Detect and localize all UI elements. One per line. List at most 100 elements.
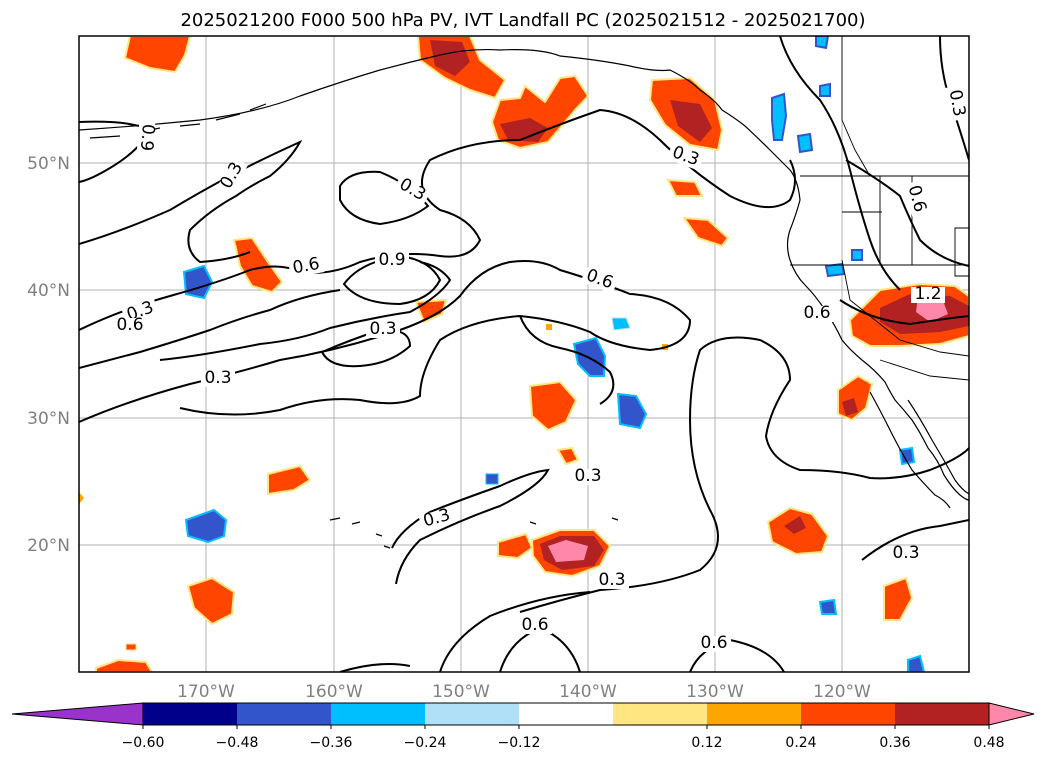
colorbar: −0.60 −0.48 −0.36 −0.24 −0.12 0.12 0.24 0.36 0.4… xyxy=(11,702,1035,751)
map-frame xyxy=(78,35,970,673)
colorbar-swatch xyxy=(613,703,708,725)
contour-label-background xyxy=(113,318,147,334)
pv-contour xyxy=(159,261,452,361)
colorbar-swatch xyxy=(707,703,802,725)
contour-label: 0.6 xyxy=(116,315,143,335)
colorbar-swatch xyxy=(425,703,520,725)
ivt-positive-patch xyxy=(883,576,914,621)
contour-label-group: 0.3 xyxy=(366,319,400,339)
contour-label: 0.6 xyxy=(291,254,321,278)
contour-label-group: 0.3 xyxy=(889,543,923,563)
border-bc-alberta xyxy=(841,119,871,177)
pv-contour xyxy=(342,254,442,306)
pv-contour xyxy=(339,663,411,672)
ivt-positive-core xyxy=(784,516,806,534)
ivt-positive-patch xyxy=(267,464,312,496)
contour-label-background xyxy=(666,143,705,171)
colorbar-tick-label: −0.12 xyxy=(498,735,541,751)
ivt-negative-patch xyxy=(611,317,631,331)
contour-label-group: 0.3 xyxy=(945,85,969,122)
colorbar-swatch xyxy=(895,703,990,725)
pv-contour xyxy=(391,468,550,585)
contour-label-group: 1.2 xyxy=(911,284,945,304)
colorbar-tick-label: 0.12 xyxy=(691,735,722,751)
colorbar-swatch xyxy=(237,703,332,725)
contour-label-background xyxy=(903,180,928,218)
coastline-gulf xyxy=(907,399,969,495)
lon-label-140w: 140°W xyxy=(559,682,617,702)
ivt-positive-patch xyxy=(232,236,284,294)
contour-label-background xyxy=(366,322,400,338)
colorbar-swatch xyxy=(519,703,614,725)
ivt-negative-patch xyxy=(485,473,499,485)
contour-label-background xyxy=(571,469,605,485)
contour-label: 0.3 xyxy=(204,368,231,388)
contour-label-background xyxy=(136,119,156,155)
ivt-positive-core xyxy=(670,100,712,142)
contour-label: 0.9 xyxy=(378,250,405,270)
pv-contour xyxy=(339,170,430,226)
contour-label-background xyxy=(911,287,945,303)
contour-label-group: 0.3 xyxy=(393,174,431,206)
ivt-negative-patch xyxy=(907,654,926,672)
ivt-positive-patch xyxy=(125,643,137,651)
ivt-negative-patch xyxy=(819,82,831,97)
colorbar-swatches xyxy=(11,702,1035,726)
contour-label-background xyxy=(889,546,923,562)
pv-contour xyxy=(79,289,341,369)
contour-label-group: 0.3 xyxy=(201,368,235,388)
contour-label-background xyxy=(595,573,629,589)
contour-label-group: 0.3 xyxy=(571,466,605,486)
colorbar-tick-label: 0.36 xyxy=(879,735,910,751)
contour-label: 0.3 xyxy=(892,543,919,563)
colorbar-tick-label: 0.48 xyxy=(973,735,1004,751)
pv-contour xyxy=(519,315,615,405)
ivt-positive-patch xyxy=(414,298,448,324)
contour-label-group: 0.6 xyxy=(800,303,834,323)
pv-contour xyxy=(779,36,901,291)
contour-label: 0.3 xyxy=(598,570,625,590)
map-title: 2025021200 F000 500 hPa PV, IVT Landfall… xyxy=(180,10,865,31)
ivt-positive-patch xyxy=(556,446,580,466)
contour-label: 1.2 xyxy=(914,284,941,304)
longitude-labels: 170°W 160°W 150°W 140°W 130°W 120°W xyxy=(177,682,871,702)
pv-contour xyxy=(79,139,303,264)
colorbar-extend-max xyxy=(988,702,1035,726)
colorbar-extend-min xyxy=(11,702,144,726)
contour-label-background xyxy=(375,253,409,269)
ivt-positive-patch xyxy=(666,178,704,197)
contour-label-group: 0.9 xyxy=(375,250,409,270)
pv-contour xyxy=(439,591,591,672)
lat-label-20n: 20°N xyxy=(27,536,70,556)
contour-label-background xyxy=(945,85,967,122)
ivt-positive-patch xyxy=(681,216,730,248)
contour-label-background xyxy=(697,636,731,652)
border-state xyxy=(954,227,969,277)
contour-label-group: 0.9 xyxy=(136,119,158,155)
contour-label: 0.3 xyxy=(945,88,969,118)
coastline-baja xyxy=(869,391,951,509)
ivt-negative-patch xyxy=(796,132,814,154)
pv-contour xyxy=(320,328,412,368)
contour-label-group: 0.6 xyxy=(288,254,325,278)
ivt-negative-patch xyxy=(771,92,788,141)
border-us-mexico xyxy=(879,359,969,381)
contour-label: 0.6 xyxy=(803,303,830,323)
colorbar-swatch xyxy=(801,703,896,725)
latitude-labels: 50°N 40°N 30°N 20°N xyxy=(27,154,70,556)
contour-label-background xyxy=(217,157,248,195)
colorbar-swatch xyxy=(143,703,238,725)
ivt-positive-patch xyxy=(528,380,578,432)
ivt-positive-patch xyxy=(546,324,552,330)
contour-label-background xyxy=(518,618,552,634)
colorbar-swatch xyxy=(331,703,426,725)
contour-label: 0.9 xyxy=(136,123,158,152)
contour-label: 0.3 xyxy=(574,466,601,486)
contour-label: 0.3 xyxy=(369,319,396,339)
lat-label-40n: 40°N xyxy=(27,281,70,301)
map-panel: 0.9 0.3 0.3 0.6 0.9 0.3 0.3 0.3 0.3 0.6 0.6 0.6 1.2 0… xyxy=(27,35,970,702)
ivt-negative-patch xyxy=(898,446,916,466)
ivt-positive-core xyxy=(842,398,858,416)
pv-contour xyxy=(839,299,969,326)
